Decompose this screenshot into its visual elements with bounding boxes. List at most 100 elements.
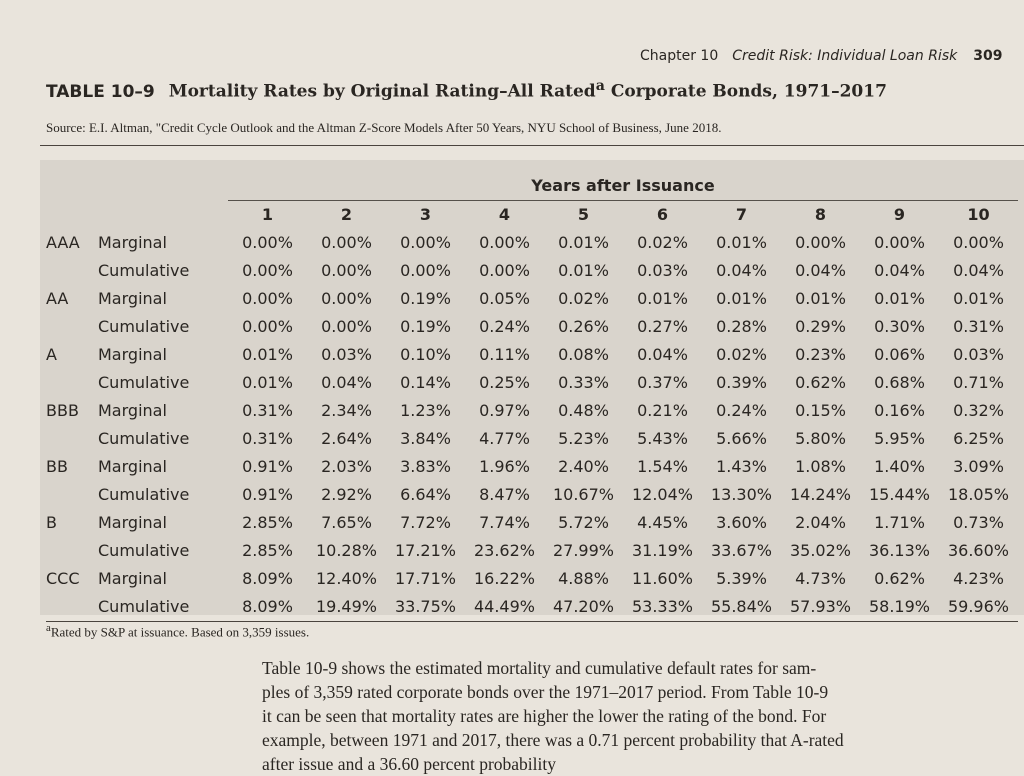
blank [46,481,98,509]
chapter: Chapter 10 [640,48,719,64]
blank [46,200,98,229]
body-line: it can be seen that mortality rates are … [262,706,827,726]
table-row: Cumulative 0.31% 2.64% 3.84% 4.77% 5.23% 5.43%… [46,425,1018,453]
body-line: example, between 1971 and 2017, there wa… [262,730,844,750]
table-cell: 1.71% [874,513,925,532]
table-cell: 0.01% [953,289,1004,308]
table-cell: 0.01% [242,373,293,392]
rating: CCC [46,569,80,588]
blank [46,537,98,565]
table-row: Cumulative 0.00% 0.00% 0.00% 0.00% 0.01% 0.03%… [46,257,1018,285]
table-cell: 0.01% [874,289,925,308]
rate-type: Marginal [98,233,167,252]
title-note: a [595,78,605,94]
body-line: after issue and a 36.60 percent probabil… [262,754,556,774]
table-cell: 10.28% [315,541,377,560]
table-cell: 18.05% [947,485,1009,504]
rule [40,145,1024,146]
table-row: B Marginal 2.85% 7.65% 7.72% 7.74% 5.72% 4.45% 3… [46,509,1018,537]
table-cell: 44.49% [465,592,544,622]
table-cell: 0.01% [242,345,293,364]
table-cell: 0.68% [874,373,925,392]
table-cell: 7.72% [400,513,451,532]
table-cell: 0.19% [400,289,451,308]
table-cell: 5.23% [558,429,609,448]
table-cell: 6.64% [400,485,451,504]
table-cell: 0.00% [242,289,293,308]
table-cell: 0.91% [242,485,293,504]
table-cell: 8.47% [479,485,530,504]
blank [98,200,228,229]
table-cell: 0.01% [795,289,846,308]
header-row: 1 2 3 4 5 6 7 8 9 10 [46,200,1018,229]
table-cell: 0.01% [716,289,767,308]
table-cell: 8.09% [242,569,293,588]
table-cell: 1.54% [637,457,688,476]
table-cell: 7.65% [321,513,372,532]
table-cell: 2.85% [242,513,293,532]
table-cell: 57.93% [781,592,860,622]
blank [46,425,98,453]
table-cell: 0.04% [953,261,1004,280]
mortality-table: Years after Issuance 1 2 3 4 5 6 7 8 9 10 AAA Margin… [46,172,1018,622]
section-title: Credit Risk: Individual Loan Risk [732,48,958,64]
table-cell: 0.03% [321,345,372,364]
table-cell: 0.73% [953,513,1004,532]
source-text: E.I. Altman, "Credit Cycle Outlook and t… [88,120,722,135]
running-header: Chapter 10 Credit Risk: Individual Loan R… [640,48,1002,64]
table-cell: 0.39% [716,373,767,392]
column-header: 6 [656,205,669,224]
table-cell: 4.88% [558,569,609,588]
table-cell: 0.31% [242,401,293,420]
header-row: Years after Issuance [46,172,1018,201]
column-header: 8 [814,205,827,224]
table-cell: 0.26% [558,317,609,336]
page-number: 309 [973,48,1003,64]
table-cell: 58.19% [860,592,939,622]
body-line: ples of 3,359 rated corporate bonds over… [262,682,829,702]
table-cell: 0.24% [716,401,767,420]
rating: BB [46,457,68,476]
rate-type: Marginal [98,289,167,308]
table-cell: 55.84% [702,592,781,622]
table-cell: 5.95% [874,429,925,448]
table-cell: 53.33% [623,592,702,622]
column-header: 5 [577,205,590,224]
blank [46,369,98,397]
table-cell: 0.02% [558,289,609,308]
table-cell: 0.62% [874,569,925,588]
column-header: 10 [967,205,990,224]
column-group: Years after Issuance [228,172,1018,201]
table-cell: 0.00% [321,317,372,336]
table-row: AA Marginal 0.00% 0.00% 0.19% 0.05% 0.02% 0.01%… [46,285,1018,313]
table-cell: 17.71% [394,569,456,588]
table-row: Cumulative 8.09% 19.49% 33.75% 44.49% 47.20% 5… [46,592,1018,622]
table-cell: 0.33% [558,373,609,392]
table-cell: 0.08% [558,345,609,364]
table-label: TABLE 10–9 [46,81,155,102]
rating: B [46,513,57,532]
rate-type: Cumulative [98,261,190,280]
source-label: Source: [46,120,86,135]
rate-type: Cumulative [98,592,228,622]
table-row: CCC Marginal 8.09% 12.40% 17.71% 16.22% 4.88% 1… [46,565,1018,593]
rate-type: Cumulative [98,317,190,336]
table-cell: 0.00% [953,233,1004,252]
table-cell: 0.00% [321,261,372,280]
table-cell: 0.14% [400,373,451,392]
table-cell: 12.40% [315,569,377,588]
table-cell: 0.00% [242,317,293,336]
table-cell: 36.60% [947,541,1009,560]
table-cell: 1.96% [479,457,530,476]
table-cell: 2.92% [321,485,372,504]
table-cell: 10.67% [552,485,614,504]
table-cell: 17.21% [394,541,456,560]
rate-type: Marginal [98,457,167,476]
table-cell: 0.31% [242,429,293,448]
table-cell: 4.73% [795,569,846,588]
table-cell: 7.74% [479,513,530,532]
rate-type: Cumulative [98,429,190,448]
table-cell: 4.23% [953,569,1004,588]
table-cell: 0.04% [795,261,846,280]
